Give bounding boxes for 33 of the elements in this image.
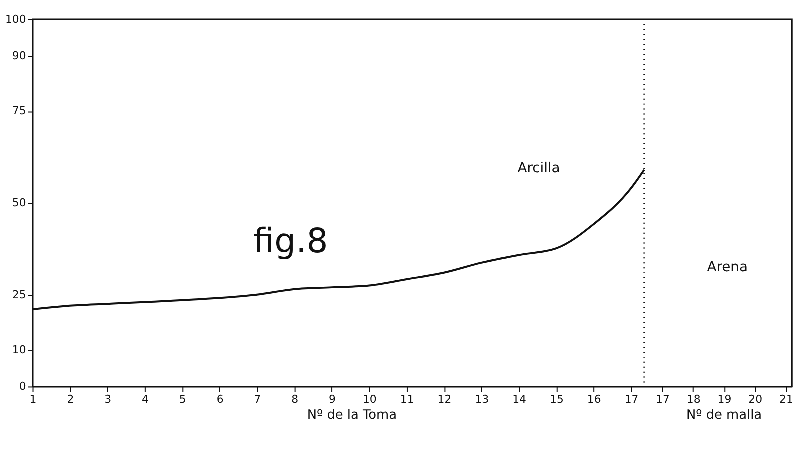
annotation: Arcilla bbox=[518, 160, 560, 176]
y-tick-label: 75 bbox=[12, 104, 26, 118]
x-tick-label: 5 bbox=[179, 393, 186, 406]
x2-tick-label: 21 bbox=[780, 393, 794, 406]
x-tick-label: 15 bbox=[550, 393, 564, 406]
x-tick-label: 6 bbox=[216, 393, 224, 406]
x2-axis-title: Nº de malla bbox=[686, 408, 762, 423]
x-tick-label: 7 bbox=[254, 393, 262, 406]
x-tick-label: 12 bbox=[438, 393, 452, 406]
x-tick-label: 16 bbox=[587, 393, 602, 406]
x-axis-title: Nº de la Toma bbox=[307, 408, 398, 423]
x-tick-label: 17 bbox=[624, 393, 639, 406]
annotation: Arena bbox=[707, 260, 748, 276]
y-tick-label: 0 bbox=[19, 380, 26, 394]
y-tick-label: 90 bbox=[12, 50, 26, 63]
y-tick-label: 50 bbox=[12, 196, 26, 210]
x-tick-label: 2 bbox=[67, 393, 74, 406]
x-tick-label: 9 bbox=[329, 393, 336, 406]
x-tick-label: 3 bbox=[104, 393, 112, 406]
x2-tick-label: 20 bbox=[748, 393, 763, 406]
x-tick-label: 14 bbox=[512, 393, 527, 406]
y-tick-label: 25 bbox=[12, 288, 26, 302]
y-tick-label: 10 bbox=[12, 343, 26, 356]
y-tick-label: 100 bbox=[5, 12, 26, 26]
x2-tick-label: 18 bbox=[686, 393, 701, 406]
x-tick-label: 13 bbox=[475, 393, 490, 406]
x-tick-label: 8 bbox=[292, 393, 299, 406]
annotation: fig.8 bbox=[253, 222, 328, 261]
x-tick-label: 10 bbox=[362, 393, 377, 406]
x-tick-label: 1 bbox=[30, 393, 37, 406]
x-tick-label: 4 bbox=[142, 393, 149, 406]
x2-tick-label: 19 bbox=[718, 393, 732, 406]
x-tick-label: 11 bbox=[400, 393, 414, 406]
